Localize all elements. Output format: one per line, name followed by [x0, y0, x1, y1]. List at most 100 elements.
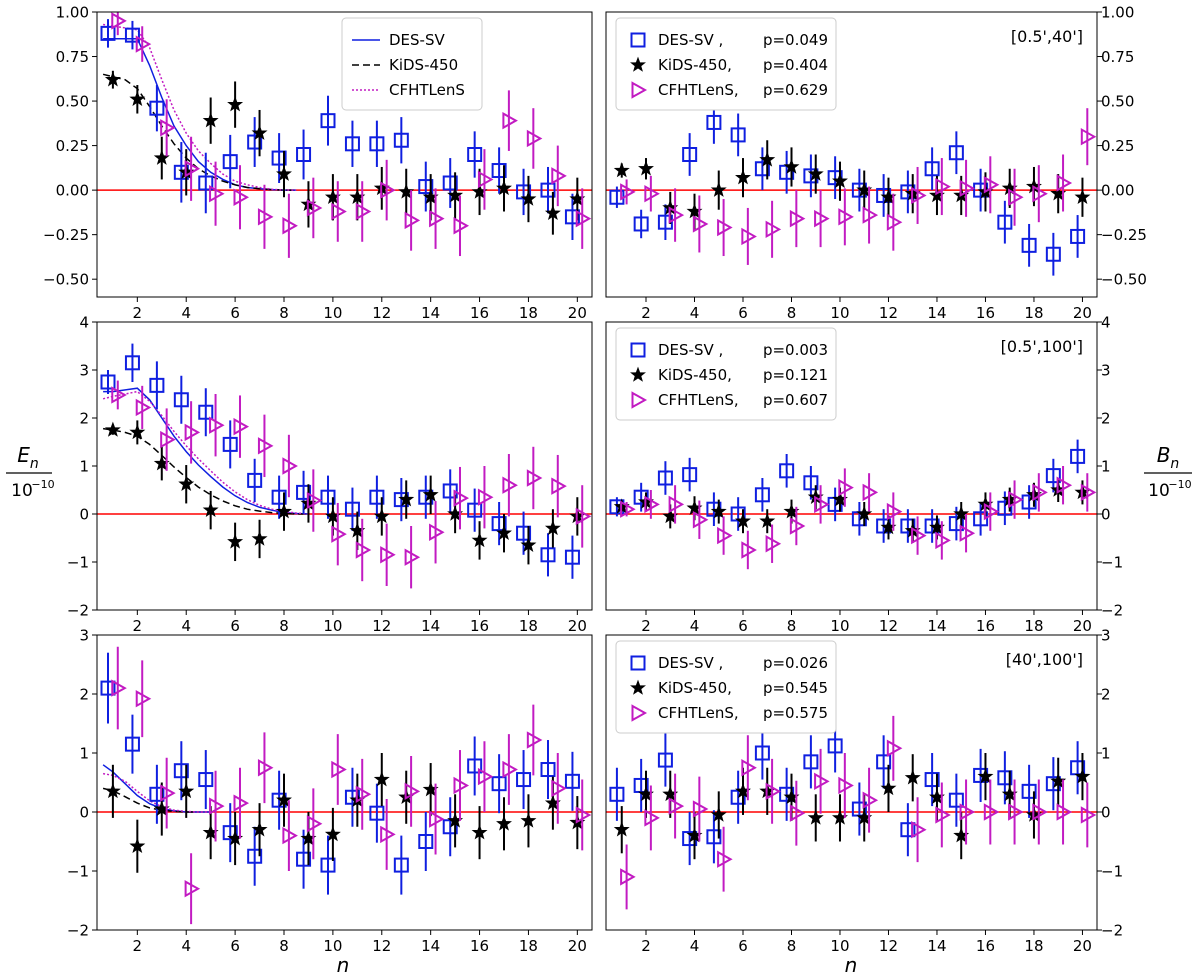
data-point-kids — [807, 809, 824, 825]
y-tick-label: −1 — [1101, 863, 1123, 881]
x-tick-label: 16 — [976, 617, 995, 635]
data-point-des — [1070, 228, 1086, 244]
data-point-cfht — [209, 416, 225, 434]
data-point-des — [320, 857, 336, 873]
y-tick-label: −0.50 — [1101, 271, 1147, 289]
data-point-cfht — [380, 546, 396, 564]
data-point-cfht — [668, 206, 685, 224]
data-point-cfht — [1080, 483, 1097, 502]
x-tick-label: 12 — [879, 617, 898, 635]
y-label-left-symbol: E — [17, 443, 30, 467]
data-point-cfht — [692, 511, 709, 529]
data-point-kids — [251, 530, 268, 546]
data-point-des — [271, 150, 287, 166]
x-tick-label: 16 — [470, 937, 489, 955]
data-point-kids — [471, 824, 488, 840]
legend-label: CFHTLenS, — [658, 81, 739, 99]
data-point-cfht — [935, 177, 951, 196]
data-point-cfht — [765, 220, 782, 239]
data-point-des — [149, 377, 165, 393]
data-point-cfht — [135, 398, 152, 417]
data-point-kids — [904, 769, 921, 785]
y-tick-label: 1 — [1101, 458, 1111, 476]
x-tick-label: 8 — [787, 937, 797, 955]
data-point-des — [344, 501, 360, 517]
data-point-des — [491, 516, 507, 532]
data-point-des — [516, 525, 532, 541]
x-tick-label: 20 — [1073, 304, 1092, 322]
series-cfht — [111, 646, 592, 925]
legend-marker-cfht — [631, 704, 648, 722]
data-point-cfht — [429, 523, 445, 541]
legend: DES-SV , p=0.049 KiDS-450, p=0.404 CFHTLenS,… — [615, 17, 837, 111]
y-tick-label: 0 — [1101, 804, 1111, 822]
data-point-cfht — [765, 535, 782, 553]
panel-E_0.5_40: −0.50 −0.25 0.00 0.25 0.50 0.75 1.00 2 4 6 8 10 12 14… — [43, 4, 593, 322]
data-point-des — [247, 134, 263, 150]
data-point-cfht — [862, 791, 879, 809]
data-point-kids — [178, 475, 195, 492]
data-point-des — [198, 772, 214, 788]
legend-box — [341, 17, 483, 111]
legend-p-value: p=0.545 — [763, 679, 828, 697]
data-point-des — [198, 404, 214, 420]
data-point-kids — [104, 71, 121, 87]
data-point-kids — [496, 524, 512, 540]
y-tick-label: 2 — [1101, 410, 1111, 428]
data-point-cfht — [257, 208, 274, 226]
legend-p-value: p=0.026 — [763, 654, 828, 672]
data-point-des — [100, 680, 116, 696]
data-point-kids — [613, 162, 630, 178]
data-point-cfht — [911, 820, 927, 839]
data-point-des — [124, 736, 140, 752]
data-point-cfht — [575, 507, 592, 526]
data-point-cfht — [526, 469, 543, 487]
data-point-cfht — [1056, 174, 1073, 192]
panel-frame — [605, 634, 1098, 931]
plot-area — [606, 101, 1097, 276]
data-point-kids — [759, 512, 776, 528]
data-point-kids — [520, 190, 537, 206]
data-point-cfht — [380, 181, 396, 199]
data-point-des — [467, 502, 483, 518]
data-point-des — [657, 470, 673, 486]
data-point-des — [564, 209, 580, 225]
series-des — [100, 652, 580, 895]
y-tick-label: −0.25 — [1101, 226, 1147, 244]
data-point-kids — [202, 501, 219, 517]
data-point-cfht — [814, 209, 830, 228]
data-point-des — [706, 114, 722, 130]
y-tick-label: 2 — [79, 410, 89, 428]
panel-grid: −0.50−0.250.000.250.500.751.002 4 6 8 10 12 14… — [43, 4, 1147, 956]
data-point-cfht — [502, 476, 518, 494]
legend-marker-kids — [630, 679, 646, 695]
series-cfht — [111, 380, 592, 589]
y-tick-label: −2 — [1101, 922, 1123, 940]
data-point-cfht — [814, 495, 830, 514]
theory-line-des — [103, 387, 309, 515]
data-point-des — [173, 763, 189, 779]
theory-line-kids — [102, 787, 199, 813]
data-point-cfht — [331, 760, 347, 779]
x-tick-label: 20 — [568, 304, 587, 322]
data-point-des — [973, 511, 989, 527]
data-point-des — [948, 516, 964, 532]
data-point-kids — [710, 806, 727, 822]
x-tick-label: 20 — [1073, 617, 1092, 635]
data-point-cfht — [717, 218, 733, 237]
x-tick-label: 16 — [470, 617, 489, 635]
series-des — [609, 439, 1086, 543]
x-tick-label: 10 — [323, 617, 342, 635]
y-tick-label: 4 — [79, 314, 89, 332]
data-point-des — [418, 834, 434, 849]
data-point-cfht — [862, 483, 879, 502]
data-point-cfht — [526, 129, 543, 148]
data-point-des — [149, 100, 165, 116]
y-tick-label: −2 — [67, 602, 89, 620]
y-tick-label: 0.50 — [56, 93, 89, 111]
data-point-des — [564, 773, 580, 789]
y-tick-label: 4 — [1101, 314, 1111, 332]
data-point-cfht — [404, 548, 421, 566]
x-tick-label: 20 — [568, 937, 587, 955]
